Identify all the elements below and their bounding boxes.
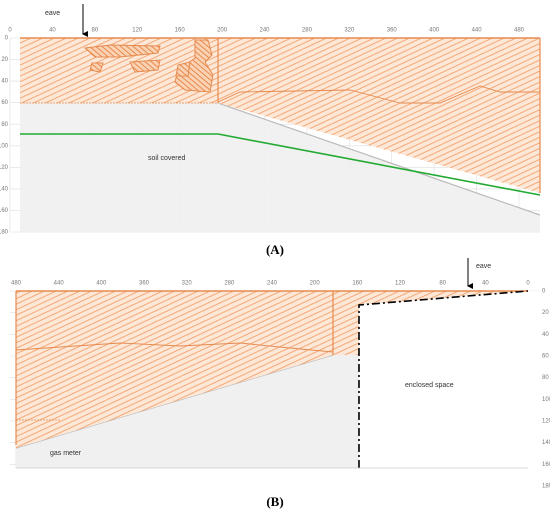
x-tick-label: 440 xyxy=(54,281,65,287)
y-tick-label: 80 xyxy=(542,375,549,381)
x-tick-label: 280 xyxy=(302,28,313,34)
y-tick-label: 20 xyxy=(1,57,8,63)
x-tick-label: 240 xyxy=(259,28,270,34)
x-tick-label: 320 xyxy=(344,28,355,34)
y-tick-label: 140 xyxy=(0,186,9,192)
x-tick-label: 200 xyxy=(217,28,228,34)
blob xyxy=(83,44,161,58)
y-tick-label: 100 xyxy=(0,143,9,149)
ground xyxy=(20,103,540,232)
y-tick-label: 160 xyxy=(0,208,9,214)
y-tick-label: 40 xyxy=(542,332,549,338)
y-tick-label: 60 xyxy=(542,354,549,360)
x-tick-label: 120 xyxy=(132,28,143,34)
y-tick-label: 120 xyxy=(0,165,9,171)
y-tick-label: 120 xyxy=(542,419,550,425)
y-tick-label: 80 xyxy=(1,122,8,128)
layer-line xyxy=(217,85,540,104)
y-tick-label: 160 xyxy=(542,462,550,468)
gas-label: gas meter xyxy=(50,450,82,457)
wall-right xyxy=(218,38,540,193)
x-tick-label: 0 xyxy=(8,28,12,34)
x-tick-label: 280 xyxy=(224,281,235,287)
y-tick-label: 100 xyxy=(542,397,550,403)
enclosed-space xyxy=(359,291,540,468)
x-tick-label: 360 xyxy=(387,28,398,34)
eave-label: eave xyxy=(45,10,60,17)
x-tick-label: 120 xyxy=(395,281,406,287)
x-tick-label: 480 xyxy=(11,281,22,287)
layer-line xyxy=(15,342,334,353)
wall xyxy=(333,291,528,355)
x-tick-label: 360 xyxy=(139,281,150,287)
caption: (B) xyxy=(266,494,283,509)
x-tick-label: 160 xyxy=(352,281,363,287)
x-tick-label: 80 xyxy=(91,28,98,34)
y-tick-label: 60 xyxy=(1,100,8,106)
eave-label: eave xyxy=(476,263,491,270)
panel-a: 0 40 80 120 160 200 240 280 320 360 400 440 480 0 20 40… xyxy=(0,28,541,236)
x-tick-label: 200 xyxy=(310,281,321,287)
enclosed-label: enclosed space xyxy=(405,382,454,389)
soil-label: soil covered xyxy=(148,155,185,162)
y-tick-label: 180 xyxy=(542,484,550,490)
x-tick-label: 440 xyxy=(472,28,483,34)
y-tick-label: 20 xyxy=(542,310,549,316)
panel-b: 480 440 400 360 320 280 240 200 160 120 80 40 002040… xyxy=(10,281,550,490)
blob xyxy=(129,59,161,73)
y-tick-label: 140 xyxy=(542,440,550,446)
y-tick-label: 0 xyxy=(542,289,546,295)
x-tick-label: 40 xyxy=(482,281,489,287)
x-tick-label: 160 xyxy=(175,28,186,34)
ground xyxy=(16,355,359,468)
x-tick-label: 40 xyxy=(49,28,56,34)
soil-line xyxy=(20,133,541,196)
y-tick-label: 180 xyxy=(0,230,9,236)
x-tick-label: 480 xyxy=(514,28,525,34)
x-tick-label: 400 xyxy=(96,281,107,287)
blob xyxy=(175,61,191,77)
x-tick-label: 240 xyxy=(267,281,278,287)
x-tick-label: 400 xyxy=(429,28,440,34)
x-tick-label: 80 xyxy=(439,281,446,287)
blob xyxy=(89,62,104,73)
y-tick-label: 40 xyxy=(1,79,8,85)
x-tick-label: 320 xyxy=(182,281,193,287)
enclosure-line xyxy=(358,290,529,468)
ground-edge xyxy=(217,102,541,216)
x-tick-label: 0 xyxy=(526,281,530,287)
wall xyxy=(16,291,333,448)
y-tick-label: 0 xyxy=(5,36,9,42)
caption: (A) xyxy=(266,242,284,257)
